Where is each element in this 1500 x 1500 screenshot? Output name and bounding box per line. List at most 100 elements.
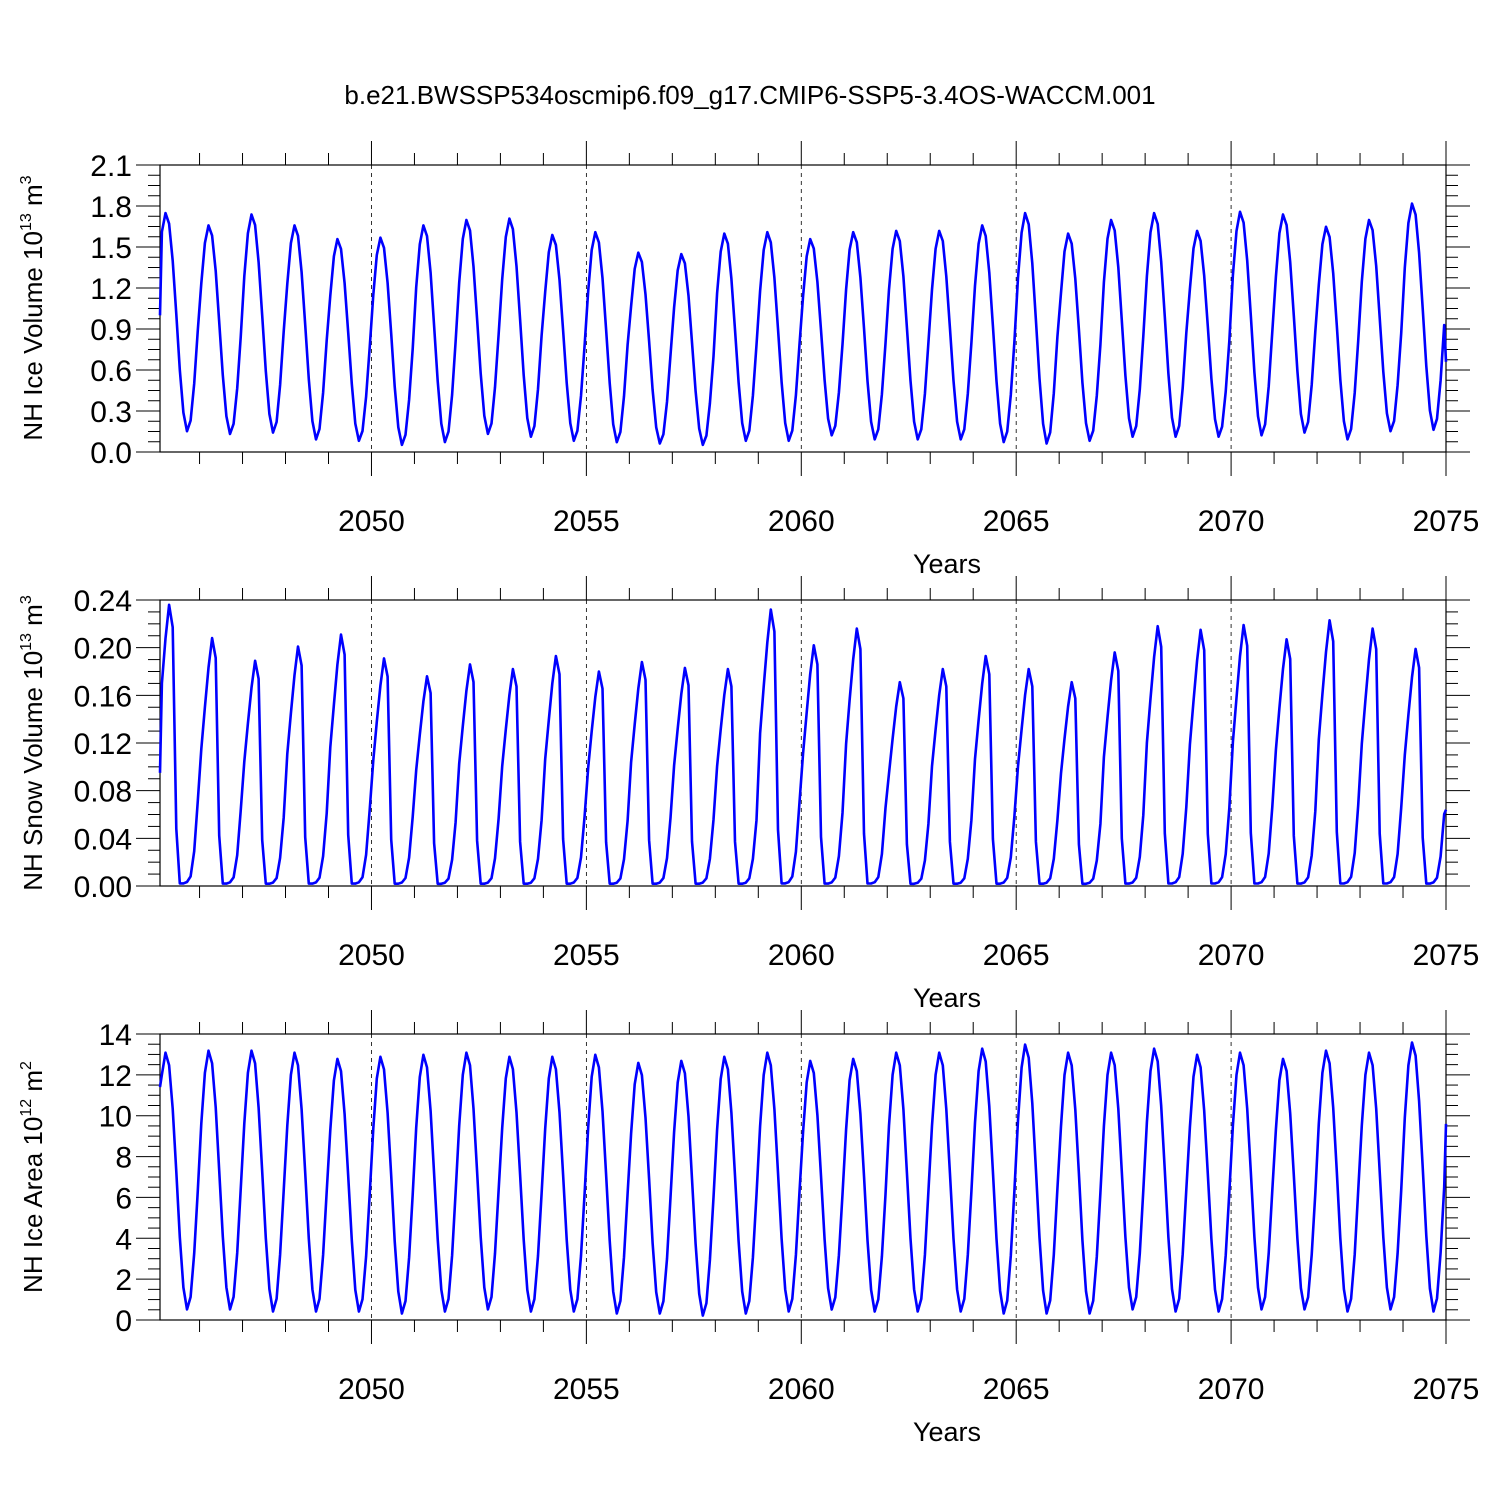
data-point [1028,668,1030,670]
data-point [387,676,389,678]
data-point [1028,1057,1030,1059]
data-point [731,686,733,688]
data-point [1343,883,1345,885]
data-point [974,1122,976,1124]
data-point [240,810,242,812]
data-point [398,426,400,428]
data-point [666,401,668,403]
y-axis-label: NH Ice Volume 1013 m3 [18,175,48,440]
data-point [888,289,890,291]
data-point [695,390,697,392]
data-point [1293,835,1295,837]
data-point [319,428,321,430]
data-point [1089,882,1091,884]
data-point [541,335,543,337]
data-point [355,883,357,885]
data-point [971,1191,973,1193]
data-point [781,381,783,383]
data-point [741,422,743,424]
data-point [530,1311,532,1313]
data-point [1300,413,1302,415]
data-point [1053,858,1055,860]
data-point [394,1240,396,1242]
data-point [333,704,335,706]
data-point [1347,1311,1349,1313]
data-point [684,263,686,265]
data-point [1383,1236,1385,1238]
data-point [1203,1110,1205,1112]
data-point [573,1311,575,1313]
data-point [1089,440,1091,442]
data-point [1168,883,1170,885]
data-point [462,238,464,240]
data-point [480,1236,482,1238]
data-point [1110,219,1112,221]
data-point [584,815,586,817]
data-point [247,723,249,725]
data-point [1078,844,1080,846]
data-point [867,1240,869,1242]
data-point [738,382,740,384]
data-point [1157,223,1159,225]
data-point [1067,233,1069,235]
data-point [1322,694,1324,696]
data-point [627,820,629,822]
data-point [953,1238,955,1240]
data-point [247,232,249,234]
data-point [179,369,181,371]
data-point [390,333,392,335]
data-point [258,261,260,263]
data-point [1397,384,1399,386]
data-point [663,877,665,879]
data-point [222,883,224,885]
data-point [1325,651,1327,653]
data-point [1075,1109,1077,1111]
series-line [158,1041,1448,1317]
data-point [677,1082,679,1084]
data-point [383,247,385,249]
data-point [161,682,163,684]
data-point [498,334,500,336]
data-point [731,1112,733,1114]
data-point [1100,823,1102,825]
data-point [777,328,779,330]
data-point [1297,883,1299,885]
data-point [204,1072,206,1074]
data-point [373,294,375,296]
data-point [487,433,489,435]
data-point [1282,1058,1284,1060]
data-point [795,851,797,853]
data-point [1297,370,1299,372]
data-point [451,859,453,861]
data-point [659,882,661,884]
data-point [892,738,894,740]
data-point [1236,230,1238,232]
data-point [838,1254,840,1256]
data-point [369,809,371,811]
data-point [949,1172,951,1174]
data-point [1046,443,1048,445]
data-point [408,399,410,401]
data-point [401,1313,403,1315]
data-point [788,881,790,883]
data-point [917,882,919,884]
data-point [1211,883,1213,885]
data-point [913,421,915,423]
data-point [1408,222,1410,224]
series-line [158,603,1448,886]
data-point [337,664,339,666]
data-point [981,1048,983,1050]
data-point [978,243,980,245]
data-point [322,1254,324,1256]
data-point [355,423,357,425]
y-tick-label: 2.1 [90,150,132,183]
data-point [376,254,378,256]
data-point [1336,325,1338,327]
data-point [1071,681,1073,683]
data-point [899,240,901,242]
data-point [1196,1054,1198,1056]
data-point [333,1080,335,1082]
data-point [1060,1125,1062,1127]
data-point [297,235,299,237]
